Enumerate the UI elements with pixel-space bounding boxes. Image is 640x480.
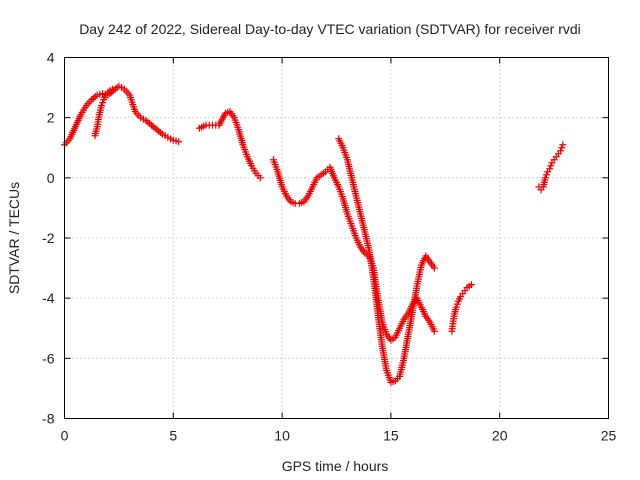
x-tick-labels: 0 5 10 15 20 25	[61, 428, 617, 444]
data-point	[542, 171, 550, 179]
data-point	[547, 162, 555, 170]
y-tick-label: 0	[47, 170, 55, 186]
x-tick-label: 25	[601, 428, 617, 444]
x-axis-label: GPS time / hours	[282, 458, 389, 474]
data-point	[453, 300, 461, 308]
y-tick-labels: -8 -6 -4 -2 0 2 4	[42, 50, 55, 427]
plot-frame	[64, 57, 609, 419]
data-point	[108, 85, 116, 93]
data-point	[430, 264, 438, 272]
x-tick-label: 5	[169, 428, 177, 444]
x-tick-label: 20	[492, 428, 508, 444]
data-point	[558, 144, 566, 152]
data-point	[175, 138, 183, 146]
y-tick-label: -8	[42, 411, 55, 427]
data-points	[61, 82, 567, 386]
data-point	[467, 281, 475, 289]
chart-title: Day 242 of 2022, Sidereal Day-to-day VTE…	[79, 21, 581, 37]
data-point	[546, 165, 554, 173]
grid-lines	[64, 57, 609, 419]
x-tick-label: 0	[61, 428, 69, 444]
x-tick-label: 15	[383, 428, 399, 444]
y-axis-label: SDTVAR / TECUs	[6, 182, 22, 294]
data-point	[559, 141, 567, 149]
x-tick-label: 10	[274, 428, 290, 444]
data-point	[256, 174, 264, 182]
y-tick-label: -4	[42, 290, 55, 306]
y-tick-label: -6	[42, 350, 55, 366]
data-point	[452, 303, 460, 311]
y-tick-label: 2	[47, 110, 55, 126]
data-point	[430, 327, 438, 335]
data-point	[99, 99, 107, 107]
y-tick-label: -2	[42, 230, 55, 246]
y-tick-label: 4	[47, 50, 55, 66]
data-point	[557, 147, 565, 155]
data-point	[541, 174, 549, 182]
data-point	[97, 102, 105, 110]
